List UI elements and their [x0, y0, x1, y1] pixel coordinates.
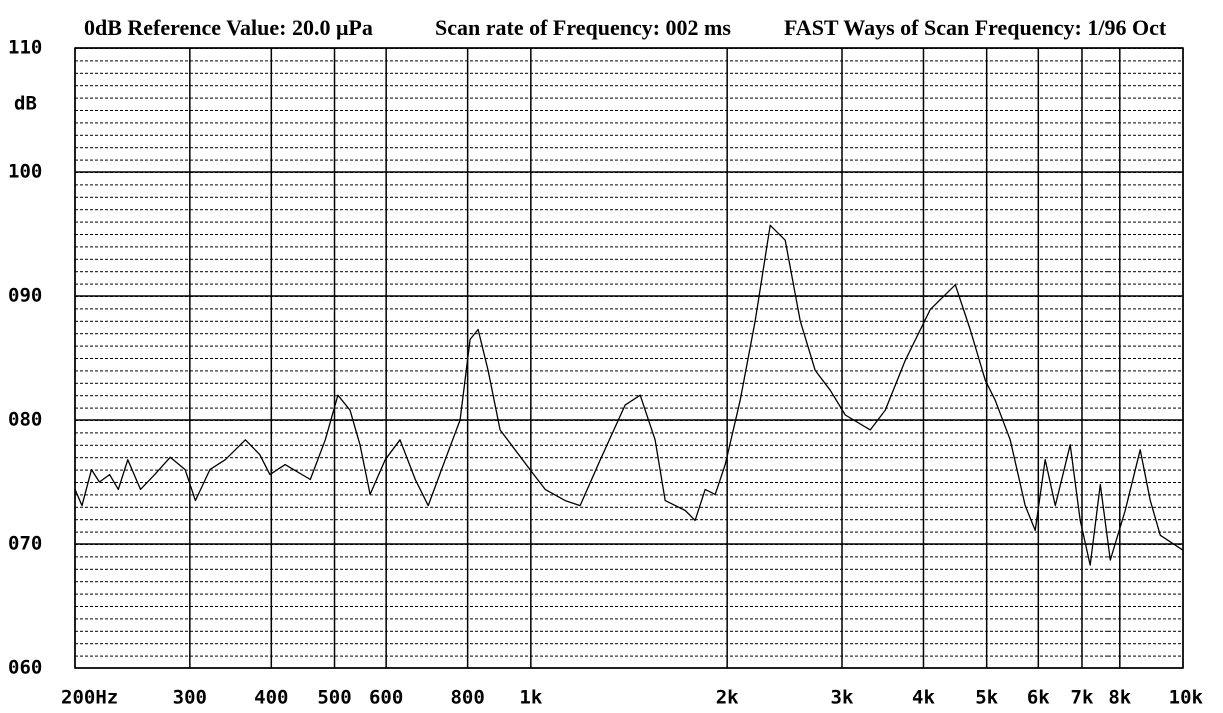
y-tick-label: 090: [8, 285, 42, 307]
y-tick-label: 060: [8, 657, 42, 679]
x-tick-label: 1k: [519, 687, 542, 709]
x-tick-label: 3k: [831, 687, 854, 709]
x-tick-label: 600: [369, 687, 403, 709]
x-tick-label: 6k: [1027, 687, 1050, 709]
chart-title: FAST Ways of Scan Frequency: 1/96 Oct: [784, 15, 1167, 40]
chart-title: 0dB Reference Value: 20.0 μPa: [84, 15, 373, 40]
x-tick-label: 8k: [1108, 687, 1131, 709]
x-tick-label: 10k: [1169, 687, 1204, 709]
x-tick-label: 500: [317, 687, 351, 709]
x-tick-label: 5k: [975, 687, 998, 709]
y-axis-label: dB: [14, 93, 37, 115]
y-tick-label: 070: [8, 533, 42, 555]
y-tick-label: 080: [8, 409, 42, 431]
x-tick-label: 200Hz: [61, 687, 118, 709]
x-tick-label: 7k: [1071, 687, 1094, 709]
x-tick-label: 4k: [912, 687, 935, 709]
x-tick-label: 2k: [716, 687, 739, 709]
x-tick-label: 800: [450, 687, 484, 709]
x-tick-label: 400: [254, 687, 288, 709]
y-tick-label: 110: [8, 37, 42, 59]
minor-grid: [75, 48, 1183, 668]
chart-title: Scan rate of Frequency: 002 ms: [435, 15, 731, 40]
data-line: [74, 224, 1184, 566]
y-tick-label: 100: [8, 161, 42, 183]
plot-frame: [74, 47, 1184, 669]
x-tick-label: 300: [173, 687, 207, 709]
